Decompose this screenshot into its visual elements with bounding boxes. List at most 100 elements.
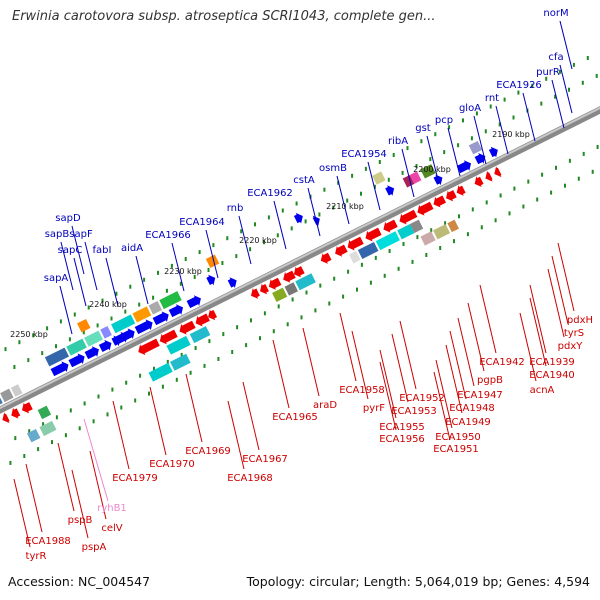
reverse-gene-label[interactable]: ECA1951 — [433, 444, 479, 455]
forward-gene-label[interactable]: osmB — [319, 163, 347, 174]
reverse-leader-line — [445, 344, 463, 414]
reverse-gene-label[interactable]: tyrR — [26, 551, 47, 562]
forward-gene-label[interactable]: gloA — [459, 103, 481, 114]
reverse-gene-label[interactable]: acnA — [530, 385, 555, 396]
forward-gene-label[interactable]: ECA1962 — [247, 188, 293, 199]
reverse-gene-label[interactable]: ECA1979 — [112, 473, 158, 484]
feature-box — [132, 306, 152, 323]
tick-mark — [32, 333, 35, 338]
reverse-gene-label[interactable]: ECA1940 — [529, 370, 575, 381]
reverse-leader-line — [557, 242, 575, 312]
tick-mark — [402, 242, 405, 246]
forward-gene-label[interactable]: ribA — [388, 136, 408, 147]
tick-mark — [59, 319, 62, 324]
reverse-gene-label[interactable]: ECA1955 — [379, 422, 425, 433]
forward-gene-label[interactable]: ECA1966 — [145, 230, 191, 241]
tick-mark — [374, 255, 377, 260]
reverse-gene-label[interactable]: ECA1952 — [399, 393, 445, 404]
tick-mark — [568, 158, 571, 163]
feature-box — [420, 231, 436, 246]
reverse-gene-label[interactable]: ECA1949 — [445, 417, 491, 428]
forward-gene-label[interactable]: cfa — [548, 52, 563, 63]
forward-gene-label[interactable]: aidA — [121, 243, 143, 254]
reverse-gene-label[interactable]: ECA1958 — [339, 385, 385, 396]
tick-mark — [499, 193, 502, 198]
tick-mark — [323, 187, 326, 192]
tick-mark — [125, 380, 128, 385]
forward-gene-label[interactable]: ECA1964 — [179, 217, 225, 228]
forward-gene-label[interactable]: fabI — [93, 245, 112, 256]
rna-gene-label[interactable]: ryhB1 — [97, 503, 127, 514]
tick-mark — [42, 422, 45, 427]
tick-mark — [429, 157, 432, 162]
reverse-gene-label[interactable]: ECA1939 — [529, 357, 575, 368]
tick-mark — [369, 280, 372, 285]
reverse-gene-label[interactable]: ECA1965 — [272, 412, 318, 423]
forward-gene-label[interactable]: norM — [543, 8, 568, 19]
forward-leader-line — [171, 242, 185, 292]
ruler-label: 2240 kbp — [89, 300, 127, 309]
reverse-gene-label[interactable]: ECA1967 — [242, 454, 288, 465]
tick-mark — [222, 332, 225, 337]
reverse-gene-label[interactable]: ECA1956 — [379, 434, 425, 445]
tick-mark — [470, 136, 473, 141]
reverse-leader-line — [379, 349, 397, 419]
reverse-gene-label[interactable]: pgpB — [477, 375, 503, 386]
forward-gene-label[interactable]: sapD — [55, 213, 81, 224]
tick-mark — [14, 436, 17, 441]
reverse-gene-label[interactable]: araD — [313, 400, 337, 411]
forward-gene-label[interactable]: ECA1954 — [341, 149, 387, 160]
tick-mark — [416, 235, 419, 240]
tick-mark — [28, 429, 31, 434]
tick-mark — [101, 298, 104, 303]
tick-mark — [166, 359, 169, 364]
reverse-gene-label[interactable]: ECA1968 — [227, 473, 273, 484]
reverse-gene-label[interactable]: ECA1950 — [435, 432, 481, 443]
forward-gene-label[interactable]: ECA1926 — [496, 80, 542, 91]
tick-mark — [485, 200, 488, 205]
forward-leader-line — [473, 115, 487, 165]
reverse-gene-label[interactable]: ECA1948 — [449, 403, 495, 414]
tick-mark — [527, 179, 530, 184]
tick-mark — [138, 302, 141, 307]
tick-mark — [254, 222, 256, 227]
reverse-gene-label[interactable]: pyrF — [363, 403, 385, 414]
reverse-gene-label[interactable]: ECA1947 — [457, 390, 503, 401]
tick-mark — [304, 219, 307, 224]
reverse-gene-label[interactable]: ECA1953 — [391, 406, 437, 417]
reverse-gene-label[interactable]: ECA1942 — [479, 357, 525, 368]
tick-mark — [207, 268, 210, 272]
forward-gene-label[interactable]: purR — [536, 67, 560, 78]
forward-gene-label[interactable]: sapC — [58, 245, 83, 256]
reverse-gene-label[interactable]: pspA — [82, 542, 107, 553]
reverse-gene-label[interactable]: pspB — [68, 515, 93, 526]
tick-mark — [189, 370, 192, 375]
forward-gene-label[interactable]: pcp — [435, 115, 453, 126]
reverse-gene-label[interactable]: ECA1970 — [149, 459, 195, 470]
forward-gene-label[interactable]: sapF — [69, 229, 93, 240]
tick-mark — [64, 433, 67, 438]
reverse-gene-label[interactable]: ECA1969 — [185, 446, 231, 457]
tick-mark — [235, 254, 238, 259]
tick-mark — [286, 322, 289, 327]
forward-gene-arrow — [456, 160, 472, 174]
tick-mark — [148, 391, 150, 396]
forward-gene-label[interactable]: rnb — [227, 203, 244, 214]
feature-box — [372, 171, 386, 185]
reverse-gene-label[interactable]: pdxY — [558, 341, 584, 352]
reverse-leader-line — [89, 450, 107, 520]
tick-mark — [406, 146, 409, 151]
feature-box — [44, 347, 70, 367]
tick-mark — [124, 309, 127, 314]
reverse-gene-label[interactable]: tyrS — [564, 328, 584, 339]
reverse-gene-label[interactable]: ECA1988 — [25, 536, 71, 547]
tick-mark — [314, 308, 317, 313]
feature-box — [100, 326, 112, 339]
reverse-gene-label[interactable]: pdxH — [567, 315, 593, 326]
reverse-gene-label[interactable]: celV — [101, 523, 122, 534]
forward-gene-label[interactable]: rnt — [485, 93, 499, 104]
forward-gene-label[interactable]: sapA — [44, 273, 69, 284]
forward-gene-label[interactable]: sapB — [45, 229, 70, 240]
forward-gene-label[interactable]: cstA — [293, 175, 315, 186]
forward-gene-label[interactable]: gst — [415, 123, 431, 134]
